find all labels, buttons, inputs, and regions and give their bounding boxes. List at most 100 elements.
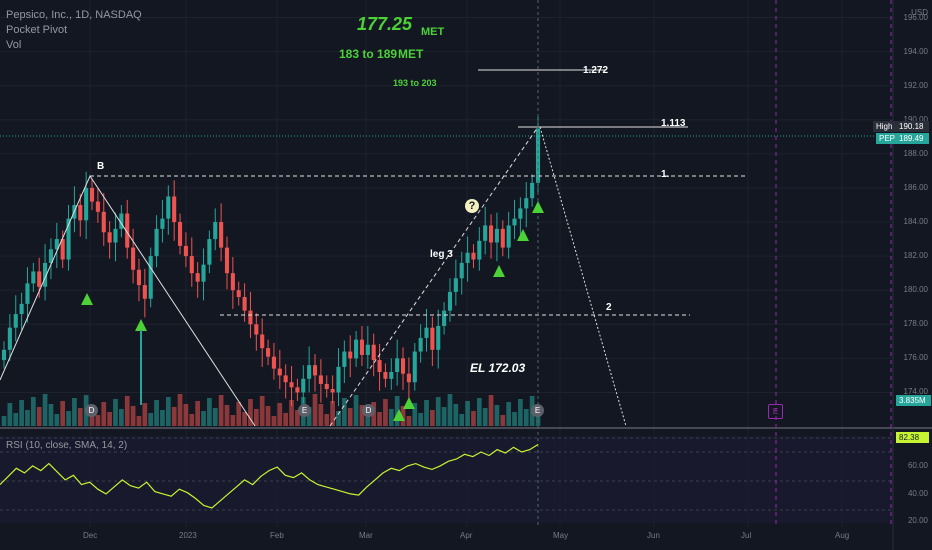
candle-body bbox=[424, 327, 429, 338]
volume-bar bbox=[107, 412, 112, 426]
currency-label: USD bbox=[911, 8, 928, 17]
indicator-volume[interactable]: Vol bbox=[6, 39, 22, 51]
volume-bar bbox=[242, 412, 247, 426]
volume-bar bbox=[430, 410, 435, 426]
candle-body bbox=[37, 271, 42, 287]
volume-bar bbox=[25, 410, 30, 426]
candle-body bbox=[195, 273, 200, 282]
last-price-tag: 189.49 bbox=[896, 133, 929, 144]
rsi-pane bbox=[0, 443, 539, 509]
rsi-line bbox=[0, 443, 539, 509]
candle-body bbox=[301, 378, 306, 393]
candle-body bbox=[395, 358, 400, 372]
candle-body bbox=[242, 297, 247, 311]
candle-body bbox=[330, 389, 335, 393]
earnings-event-marker[interactable]: E bbox=[298, 404, 311, 417]
price-tick: 188.00 bbox=[903, 148, 928, 158]
volume-bar bbox=[512, 412, 517, 426]
volume-bar bbox=[130, 406, 136, 426]
volume-bar bbox=[113, 399, 118, 426]
candle-body bbox=[471, 252, 476, 260]
candle-body bbox=[436, 325, 441, 350]
indicator-pocket-pivot[interactable]: Pocket Pivot bbox=[6, 24, 68, 36]
volume-bar bbox=[388, 409, 394, 426]
price-tick: 176.00 bbox=[903, 353, 928, 363]
candle-body bbox=[254, 324, 259, 335]
candle-body bbox=[48, 249, 53, 263]
pocket-pivot-triangle bbox=[393, 409, 405, 421]
candle-body bbox=[524, 198, 529, 209]
volume-tag: 3.835M bbox=[896, 395, 931, 406]
candle-body bbox=[78, 205, 83, 221]
volume-bar bbox=[465, 401, 470, 426]
candle-body bbox=[248, 310, 253, 325]
earnings-event-marker[interactable]: E bbox=[531, 404, 544, 417]
time-tick: May bbox=[553, 531, 569, 540]
volume-bars bbox=[1, 394, 541, 426]
candle-body bbox=[489, 225, 494, 243]
candle-body bbox=[125, 213, 130, 248]
candle-body bbox=[101, 211, 106, 233]
candle-body bbox=[1, 349, 7, 361]
time-tick: Jun bbox=[647, 531, 660, 540]
price-tick: 194.00 bbox=[903, 46, 928, 56]
high-tag-label: High bbox=[873, 121, 896, 132]
volume-bar bbox=[424, 400, 429, 426]
volume-bar bbox=[336, 411, 341, 426]
rsi-tick-60: 60.00 bbox=[907, 461, 928, 470]
time-tick: Aug bbox=[835, 531, 850, 540]
price-tick: 178.00 bbox=[903, 319, 928, 329]
volume-bar bbox=[488, 395, 494, 426]
fib-label-1: 1. bbox=[661, 169, 670, 180]
volume-bar bbox=[72, 398, 77, 426]
rsi-legend[interactable]: RSI (10, close, SMA, 14, 2) bbox=[6, 440, 128, 451]
time-tick: Jul bbox=[741, 531, 752, 540]
candle-body bbox=[13, 314, 18, 328]
price-tick: 184.00 bbox=[903, 217, 928, 227]
candle-body bbox=[377, 360, 382, 372]
candle-body bbox=[447, 291, 453, 311]
rsi-value-tag: 82.38 bbox=[896, 432, 929, 443]
price-target-main: 177.25 bbox=[357, 14, 413, 34]
candle-body bbox=[201, 264, 206, 282]
candle-body bbox=[530, 182, 535, 199]
pocket-pivot-triangle bbox=[532, 201, 544, 213]
question-icon[interactable]: ? bbox=[465, 199, 479, 213]
volume-bar bbox=[265, 406, 271, 426]
volume-bar bbox=[124, 396, 130, 426]
fib-label-1272: 1.272 bbox=[583, 65, 609, 76]
volume-bar bbox=[359, 405, 365, 426]
candle-body bbox=[142, 285, 147, 299]
volume-bar bbox=[201, 411, 206, 426]
candle-body bbox=[271, 356, 276, 369]
volume-bar bbox=[459, 414, 465, 426]
candle-body bbox=[230, 273, 235, 291]
candle-body bbox=[277, 368, 282, 376]
candle-body bbox=[535, 128, 541, 183]
volume-bar bbox=[453, 404, 459, 426]
dividend-event-marker[interactable]: D bbox=[85, 404, 98, 417]
earnings-event-marker[interactable]: E bbox=[768, 404, 783, 419]
rsi-tick-40: 40.00 bbox=[907, 489, 928, 498]
price-tick: 190.00 bbox=[903, 114, 928, 124]
candle-body bbox=[224, 247, 230, 274]
price-tick: 192.00 bbox=[903, 80, 928, 90]
candle-body bbox=[348, 351, 353, 359]
candle-body bbox=[336, 366, 341, 393]
volume-bar bbox=[377, 412, 382, 426]
price-tick: 196.00 bbox=[903, 12, 928, 22]
candle-body bbox=[465, 252, 470, 263]
candle-body bbox=[119, 213, 124, 229]
dividend-event-marker[interactable]: D bbox=[362, 404, 375, 417]
volume-bar bbox=[54, 414, 60, 426]
volume-bar bbox=[171, 407, 177, 426]
volume-bar bbox=[295, 410, 300, 426]
volume-bar bbox=[506, 402, 512, 426]
candle-body bbox=[25, 283, 30, 304]
volume-bar bbox=[218, 395, 224, 426]
pocket-pivot-triangle bbox=[493, 265, 505, 277]
rsi-band bbox=[0, 436, 893, 523]
candle-body bbox=[295, 387, 300, 393]
time-tick: 2023 bbox=[179, 531, 197, 540]
